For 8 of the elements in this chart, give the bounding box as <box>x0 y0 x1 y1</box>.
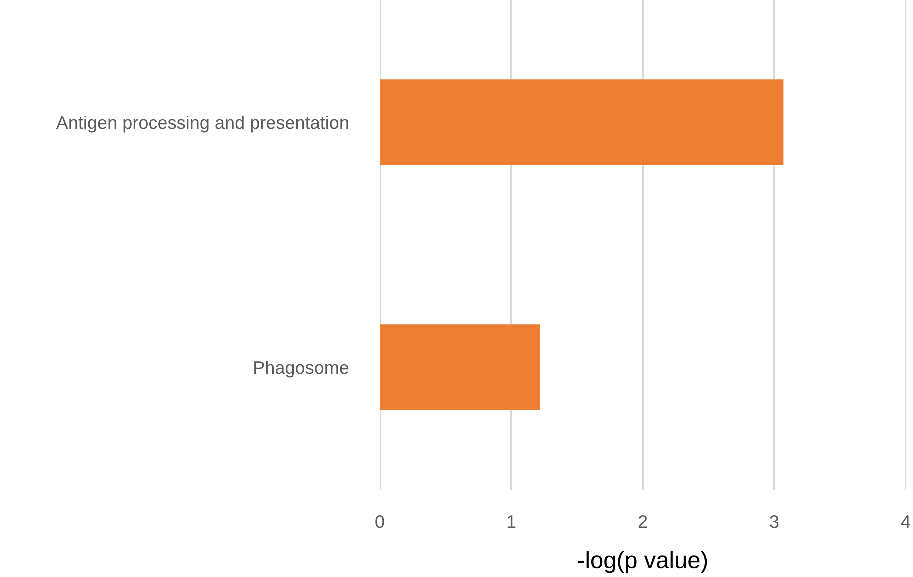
x-tick-label: 4 <box>901 516 910 528</box>
y-tick-label: Phagosome <box>254 360 349 378</box>
x-tick-label: 3 <box>770 515 779 528</box>
x-tick-label: 2 <box>638 515 648 528</box>
y-tick-label: Antigen processing and presentation <box>56 116 348 133</box>
x-tick-label: 1 <box>508 516 516 528</box>
x-tick-label: 0 <box>376 515 384 528</box>
x-axis-title: -log(p value) <box>578 551 708 574</box>
